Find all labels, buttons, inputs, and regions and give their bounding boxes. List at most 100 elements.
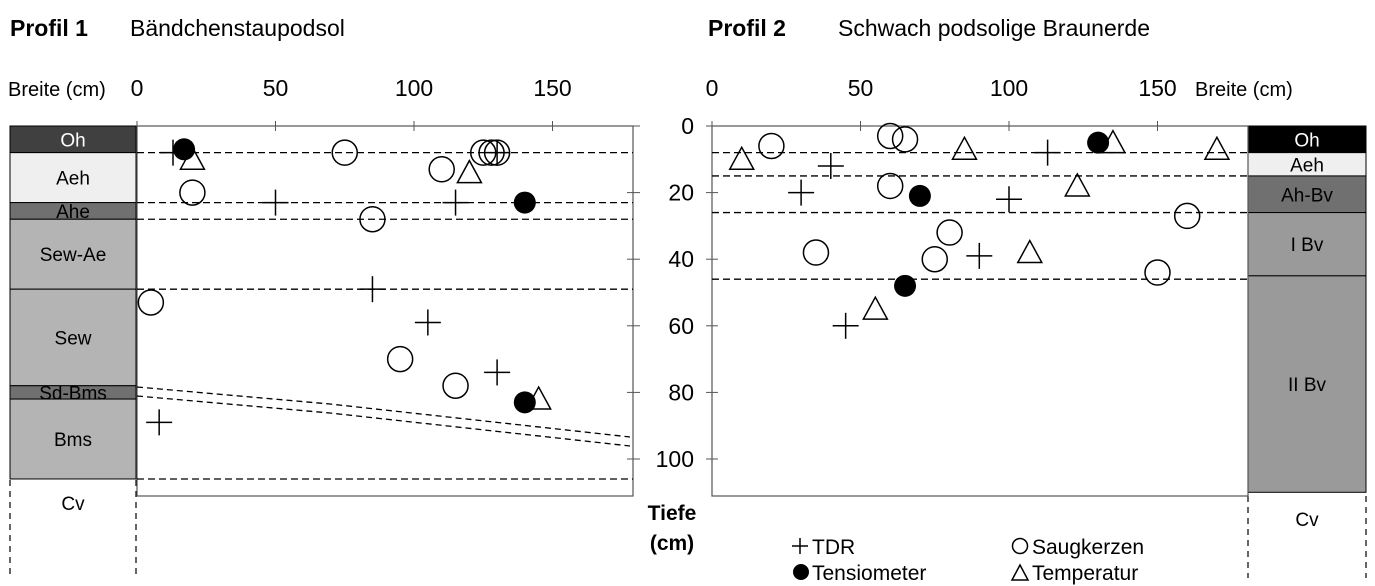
profile1-tensiometer-point [173, 138, 196, 161]
profile2-saugkerze-point [921, 245, 948, 273]
profile1-tdr-point [442, 189, 469, 216]
profile2-temperatur-point [1203, 135, 1231, 161]
profile2-horizon-label-i-bv: I Bv [1291, 235, 1324, 256]
profile2-saugkerze-point [876, 122, 904, 150]
profile2-temperatur-point [862, 295, 889, 320]
depth-tick-label: 80 [668, 379, 694, 405]
profile2-horizon-ah-bv [1247, 175, 1367, 214]
profile2-temperatur-point [951, 135, 978, 161]
legend-tdr-label: TDR [812, 536, 855, 559]
profile1-x-tick-label: 150 [533, 75, 571, 101]
profile1-saugkerze-point [359, 205, 386, 233]
profile2-x-tick-label: 100 [990, 75, 1028, 101]
profile1-horizon-label-sew-ae: Sew-Ae [40, 245, 107, 266]
profile1-horizon-label-ahe: Ahe [56, 202, 90, 223]
profile1-tensiometer-point [513, 391, 536, 414]
profile2-saugkerze-point [876, 172, 904, 200]
profile1-name: Bändchenstaupodsol [130, 15, 345, 41]
legend-tensiometer-label: Tensiometer [812, 562, 926, 585]
profile2-name: Schwach podsolige Braunerde [838, 15, 1150, 41]
depth-tick-label: 100 [656, 446, 694, 472]
profile2-x-tick-label: 0 [706, 75, 719, 101]
profile2-width-axis-label: Breite (cm) [1195, 79, 1293, 101]
profile2-horizon-boundaries [712, 151, 1248, 280]
profile1-horizon-label-bms: Bms [54, 430, 92, 451]
profile2-x-tick-label: 150 [1138, 75, 1176, 101]
profile1-temperatur-point [456, 159, 483, 184]
profile1-horizon-label-sew: Sew [55, 328, 92, 349]
profile2-x-tick-label: 50 [848, 75, 874, 101]
profile2-saugkerze-point [936, 219, 963, 246]
profile1-x-tick-label: 50 [263, 75, 289, 101]
profile1-tdr-point [359, 276, 386, 303]
profile2-tdr-point [817, 152, 844, 179]
profile2-horizon-label-ah-bv: Ah-Bv [1281, 185, 1333, 206]
profile1-tensiometer-point [513, 191, 536, 214]
profile1-horizon-oh [9, 125, 137, 154]
profile1-saugkerze-point [331, 139, 358, 166]
profile1-sensors [137, 138, 552, 436]
profile1-temperatur-point [179, 145, 206, 171]
profile1-horizon-label-cv: Cv [61, 494, 85, 515]
profile1-tdr-point [484, 359, 511, 386]
legend-saugkerzen-label: Saugkerzen [1032, 536, 1144, 559]
profile1-horizon-bms [9, 398, 137, 480]
profile1-sd-bms-band-lower [136, 395, 631, 447]
depth-tick-label: 60 [668, 313, 694, 339]
profile1-tdr-point [414, 309, 441, 336]
depth-tick-label: 40 [668, 246, 694, 272]
depth-axis-label-line2: (cm) [650, 532, 694, 555]
profile1-horizon-aeh [9, 152, 137, 204]
profile1-label: Profil 1 [10, 15, 88, 41]
profile1-tdr-point [262, 189, 289, 216]
profile2-horizon-label-oh: Oh [1294, 130, 1319, 151]
profile2-temperatur-point [1016, 238, 1044, 264]
profile2-horizon-i-bv [1247, 212, 1367, 277]
profile1-width-axis-label: Breite (cm) [8, 79, 106, 101]
profile2-tensiometer-point [908, 184, 931, 207]
profile2-saugkerze-point [802, 239, 830, 266]
profile2-saugkerze-point [758, 132, 785, 160]
profile1-saugkerze-point [137, 289, 165, 316]
profile1-temperatur-point [525, 385, 552, 410]
profile1-x-tick-label: 0 [131, 75, 144, 101]
legend-tensiometer-symbol [793, 564, 809, 580]
legend-saugkerzen-symbol [1011, 537, 1029, 555]
profile2-saugkerze-point [1173, 202, 1201, 230]
profile1-horizon-label-aeh: Aeh [56, 169, 90, 190]
profile2-horizon-label-cv: Cv [1295, 510, 1319, 531]
profile2-sensors [728, 122, 1231, 339]
profile2-plot-frame [711, 125, 1249, 497]
profile2-tdr-point [966, 242, 993, 269]
depth-axis: 0 20 40 60 80 100 [627, 113, 718, 472]
legend-temperatur-symbol [1010, 563, 1030, 581]
legend-tdr-symbol [792, 538, 808, 554]
profile2-tdr-point [996, 186, 1022, 213]
profile2-horizon-ii-bv [1247, 275, 1367, 493]
profile2-label: Profil 2 [708, 15, 786, 41]
profile1-tdr-point [146, 409, 173, 436]
profile1-saugkerze-point [442, 372, 469, 399]
profile1-sd-bms-band-upper [136, 386, 631, 438]
profile1-tdr-point [484, 139, 511, 166]
profile1-saugkerze-point [386, 345, 414, 373]
legend-temperatur-label: Temperatur [1032, 562, 1138, 585]
legend: TDR Tensiometer Saugkerzen Temperatur [792, 536, 1144, 585]
depth-axis-label-line1: Tiefe [648, 502, 697, 525]
depth-tick-label: 20 [668, 180, 694, 206]
profile2-horizon-label-ii-bv: II Bv [1288, 375, 1327, 396]
profile2-horizon-label-aeh: Aeh [1290, 155, 1324, 176]
profile1-saugkerze-point [428, 156, 455, 183]
profile2-tensiometer-point [894, 274, 917, 297]
profile1-x-tick-label: 100 [395, 75, 433, 101]
profile2-temperatur-point [1064, 172, 1091, 197]
profile2-tdr-point [832, 312, 859, 339]
profile2-x-axis: 0 50 100 150 [706, 75, 1177, 131]
profile2-temperatur-point [1099, 129, 1127, 154]
profile2-saugkerze-point [891, 126, 919, 153]
profile2-tdr-point [1034, 139, 1061, 166]
profile2-temperatur-point [728, 145, 755, 171]
profile1-horizon-boundaries [137, 151, 633, 480]
profile2-saugkerze-point [1144, 259, 1171, 286]
